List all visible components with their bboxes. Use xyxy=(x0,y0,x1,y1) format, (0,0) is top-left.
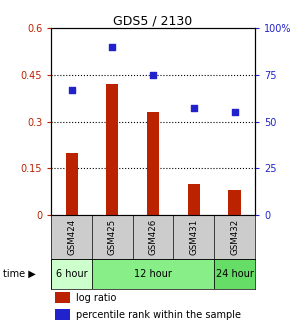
Bar xyxy=(51,259,92,288)
Bar xyxy=(214,259,255,288)
Point xyxy=(110,44,115,49)
Text: percentile rank within the sample: percentile rank within the sample xyxy=(76,310,241,319)
Point xyxy=(192,106,196,111)
Bar xyxy=(55,309,70,320)
Bar xyxy=(188,184,200,215)
Bar xyxy=(55,292,70,303)
Text: 6 hour: 6 hour xyxy=(56,269,87,279)
Title: GDS5 / 2130: GDS5 / 2130 xyxy=(113,15,193,28)
Point xyxy=(151,72,155,77)
Bar xyxy=(106,84,118,215)
Text: GSM431: GSM431 xyxy=(189,219,198,255)
Text: GSM432: GSM432 xyxy=(230,219,239,255)
Text: GSM425: GSM425 xyxy=(108,219,117,255)
Point xyxy=(69,87,74,92)
Bar xyxy=(92,259,214,288)
Bar xyxy=(147,112,159,215)
Bar xyxy=(229,190,241,215)
Bar xyxy=(66,153,78,215)
Text: GSM424: GSM424 xyxy=(67,219,76,255)
Text: 24 hour: 24 hour xyxy=(216,269,253,279)
Text: log ratio: log ratio xyxy=(76,293,117,303)
Point xyxy=(232,110,237,115)
Text: 12 hour: 12 hour xyxy=(134,269,172,279)
Text: GSM426: GSM426 xyxy=(149,219,158,255)
Text: time ▶: time ▶ xyxy=(3,269,36,279)
